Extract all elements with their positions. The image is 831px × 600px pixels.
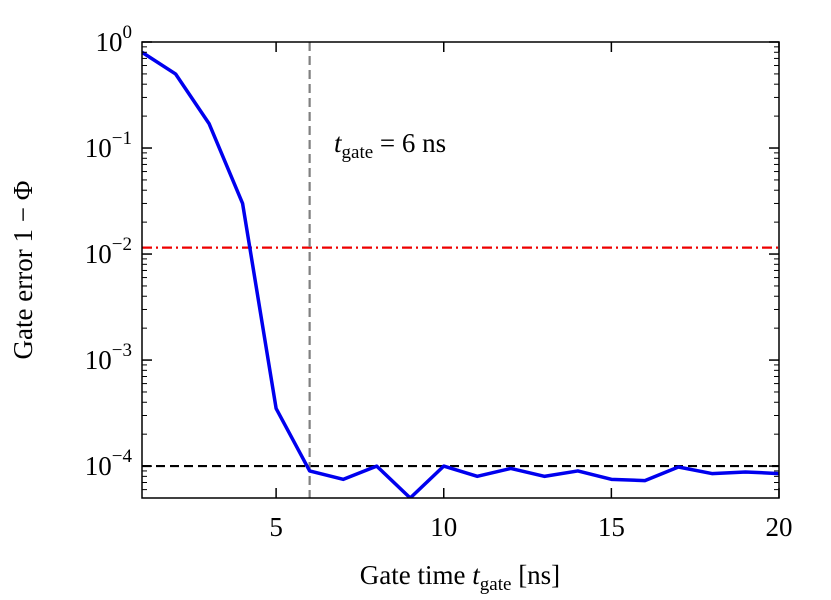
y-tick-label: 10−1 — [85, 128, 132, 163]
data-line — [142, 50, 779, 498]
y-tick-exp: −2 — [112, 234, 132, 255]
x-tick-label: 10 — [430, 512, 457, 542]
annotation-sub: gate — [342, 142, 374, 163]
y-tick-exp: −3 — [112, 340, 132, 361]
y-tick-base: 10 — [85, 451, 112, 481]
y-tick-base: 10 — [96, 27, 123, 57]
y-tick-base: 10 — [85, 133, 112, 163]
x-label-main: Gate time — [360, 560, 472, 590]
annotation-var: t — [334, 128, 343, 158]
x-label-rest: [ns] — [511, 560, 560, 590]
x-label-var: t — [472, 560, 481, 590]
plot-frame — [141, 41, 780, 499]
x-tick-label: 5 — [269, 512, 283, 542]
y-tick-label: 10−3 — [85, 340, 132, 375]
annotation-rest: = 6 ns — [373, 128, 446, 158]
annotation: tgate = 6 ns — [334, 128, 446, 163]
x-axis-label: Gate time tgate [ns] — [360, 560, 560, 595]
x-tick-label: 20 — [766, 512, 793, 542]
y-tick-label: 10−2 — [85, 234, 132, 269]
y-tick-base: 10 — [85, 239, 112, 269]
y-tick-label: 10−4 — [85, 446, 133, 481]
y-tick-exp: −4 — [112, 446, 133, 467]
y-tick-exp: 0 — [123, 22, 133, 43]
y-axis-label: Gate error 1 − Φ — [8, 181, 38, 360]
y-tick-base: 10 — [85, 345, 112, 375]
y-tick-label: 100 — [96, 22, 133, 57]
x-tick-label: 15 — [598, 512, 625, 542]
y-tick-exp: −1 — [112, 128, 132, 149]
x-label-sub: gate — [480, 574, 512, 595]
